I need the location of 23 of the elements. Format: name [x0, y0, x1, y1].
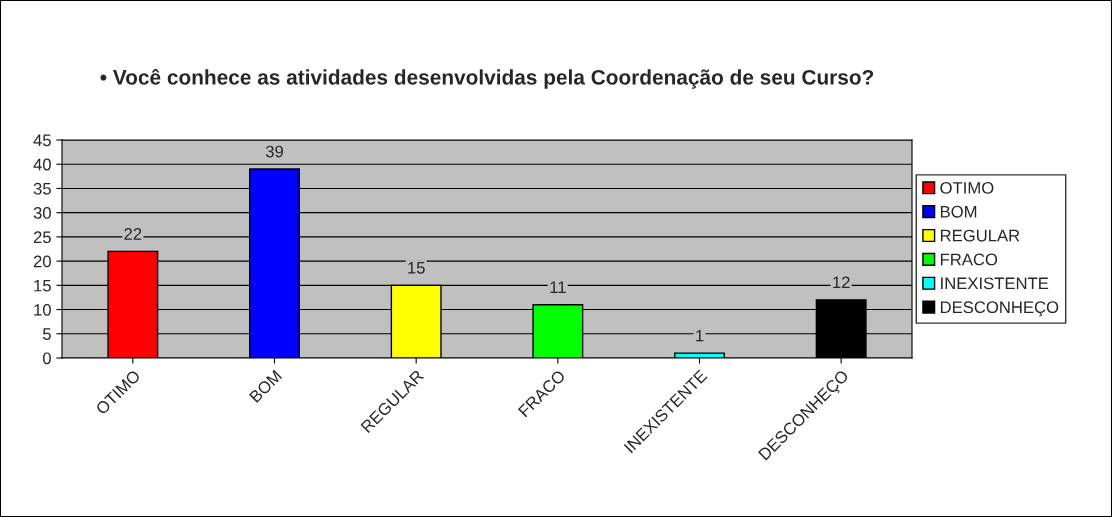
y-tick-label: 45: [33, 134, 51, 147]
data-label: 1: [696, 329, 704, 342]
y-tick-label: 0: [42, 352, 51, 365]
data-label: 39: [265, 145, 283, 158]
y-tick-label: 35: [33, 182, 51, 195]
legend-label: OTIMO: [940, 181, 994, 194]
legend-label: REGULAR: [940, 229, 1020, 242]
y-tick-label: 20: [33, 255, 51, 268]
legend-label: DESCONHEÇO: [940, 301, 1059, 317]
data-label: 15: [408, 262, 425, 274]
data-label: 12: [833, 276, 850, 289]
legend-label: INEXISTENTE: [941, 277, 1049, 290]
chart-title: • Você conhece as atividades desenvolvidas pela Coordenação de seu Curso?: [100, 68, 874, 89]
legend-label: FRACO: [940, 253, 998, 266]
data-label: 22: [124, 227, 142, 240]
y-tick-label: 15: [34, 279, 51, 292]
y-tick-label: 40: [33, 158, 51, 171]
data-label: 11: [550, 281, 566, 293]
y-tick-label: 10: [34, 303, 51, 316]
y-tick-label: 5: [42, 328, 51, 340]
y-tick-label: 30: [33, 207, 51, 219]
legend-label: BOM: [940, 205, 977, 218]
y-tick-label: 25: [33, 231, 51, 244]
